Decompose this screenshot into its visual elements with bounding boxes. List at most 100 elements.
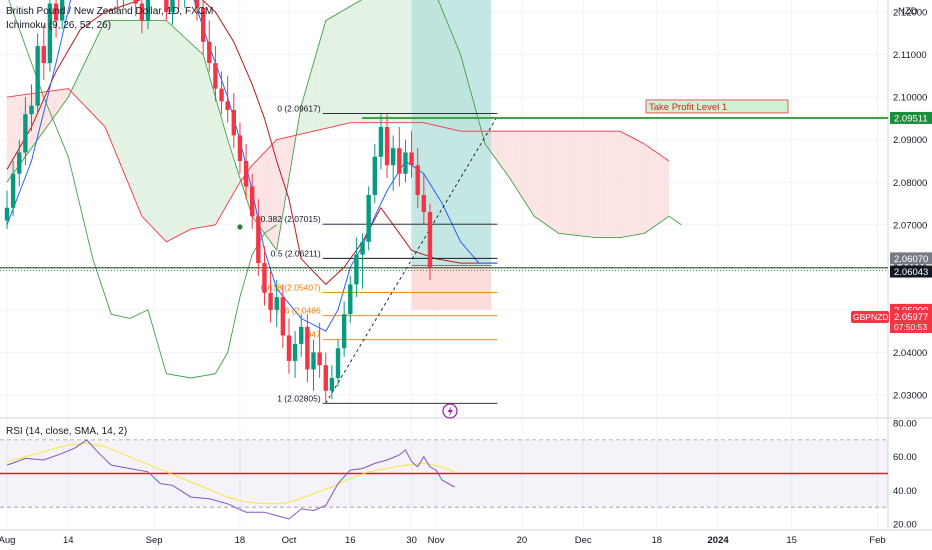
kumo-segment — [169, 23, 173, 241]
kumo-segment — [583, 131, 587, 237]
candle-body — [207, 41, 212, 64]
kumo-segment — [365, 0, 369, 123]
kumo-segment — [322, 20, 326, 130]
kumo-segment — [632, 137, 636, 236]
time-tick-label: 14 — [63, 535, 74, 546]
kumo-segment — [662, 156, 666, 221]
candle-body — [397, 148, 402, 174]
kumo-segment — [638, 140, 642, 235]
currency-label: NZD — [898, 6, 918, 17]
candle-body — [4, 207, 10, 221]
time-tick-label: 2024 — [708, 535, 730, 546]
kumo-segment — [586, 131, 590, 237]
take-profit-levels[interactable]: Take Profit Level 2Take Profit Level 1 — [0, 0, 888, 271]
kumo-segment — [209, 75, 213, 226]
kumo-segment — [515, 131, 519, 193]
kumo-segment — [650, 148, 654, 230]
fibonacci-retracement[interactable]: 0 (2.09617) 0.382 (2.07015) 0.5 (2.06211) 0… — [261, 103, 498, 404]
kumo-segment — [347, 6, 351, 124]
kumo-segment — [111, 20, 115, 150]
candle-body — [231, 109, 237, 136]
price-tick-label: 2.11000 — [893, 50, 927, 61]
rsi-tick-label: 60.00 — [893, 452, 917, 463]
fib-trend-line — [325, 116, 498, 404]
kumo-segment — [616, 131, 620, 238]
kumo-segment — [353, 2, 357, 123]
kumo-segment — [203, 54, 207, 227]
candle-body — [200, 7, 206, 42]
kumo-segment — [187, 40, 191, 231]
kumo-segment — [144, 20, 148, 223]
kumo-segment — [163, 20, 167, 242]
kumo-segment — [387, 0, 391, 123]
candle-body — [421, 195, 427, 213]
kumo-segment — [647, 146, 651, 232]
kumo-segment — [656, 152, 660, 225]
kumo-segment — [598, 131, 602, 238]
price-tag-bg — [890, 265, 932, 278]
kumo-segment — [270, 142, 274, 247]
kumo-segment — [316, 41, 320, 131]
stop-zone — [411, 265, 492, 310]
rsi-line — [6, 439, 455, 520]
time-tick-label: 18 — [235, 535, 246, 546]
last-price-tag: 2.05977 07:50:53 — [890, 310, 932, 333]
candle-body — [378, 126, 384, 157]
price-tag-bg — [890, 252, 932, 265]
candle-body — [409, 152, 414, 166]
kumo-segment — [402, 0, 406, 123]
candle-body — [305, 326, 310, 370]
kumo-segment — [350, 4, 354, 123]
candlesticks — [4, 0, 433, 404]
kumo-segment — [577, 131, 581, 236]
price-tag-label: 2.06070 — [894, 254, 928, 265]
kumo-segment — [613, 131, 617, 238]
kumo-segment — [558, 131, 562, 234]
candle-body — [35, 46, 40, 106]
kumo-segment — [7, 96, 11, 183]
kumo-segment — [77, 71, 81, 102]
candle-body — [286, 335, 292, 361]
candle-body — [292, 343, 298, 361]
lightning-icon[interactable] — [442, 403, 458, 419]
fib-level-label: 0.382 (2.07015) — [261, 214, 321, 224]
kumo-segment — [301, 95, 305, 135]
kumo-segment — [80, 65, 84, 105]
kumo-segment — [157, 20, 161, 236]
rsi-pane — [0, 439, 888, 520]
time-axis[interactable]: Aug 14 Sep 18 Oct 16 30 Nov 20 Dec 18 2024 15 Feb — [0, 535, 886, 546]
kumo-segment — [528, 131, 532, 212]
kumo-segment — [141, 20, 145, 220]
kumo-segment — [371, 0, 375, 123]
fib-level-label: 0 (2.09617) — [277, 103, 321, 113]
kumo-segment — [540, 131, 544, 223]
rsi-label[interactable]: RSI (14, close, SMA, 14, 2) — [6, 426, 127, 437]
kumo-segment — [190, 43, 194, 230]
kumo-segment — [10, 96, 14, 178]
kumo-segment — [62, 89, 66, 106]
kumo-segment — [114, 20, 118, 157]
time-tick-label: 15 — [786, 535, 797, 546]
candle-body — [280, 297, 286, 336]
kumo-segment — [184, 37, 188, 233]
rsi-tick-label: 80.00 — [893, 419, 917, 430]
kumo-segment — [623, 132, 627, 238]
kumo-segment — [117, 20, 121, 165]
kumo-segment — [264, 149, 268, 238]
kumo-segment — [665, 158, 670, 219]
indicator-label[interactable]: Ichimoku (9, 26, 52, 26) — [6, 20, 111, 31]
kumo-segment — [549, 131, 553, 230]
kumo-segment — [319, 31, 323, 130]
kumo-segment — [506, 131, 510, 178]
kumo-segment — [313, 52, 317, 132]
kumo-segment — [641, 142, 645, 234]
take-profit-box[interactable] — [645, 99, 789, 114]
kumo-segment — [135, 20, 139, 209]
kumo-segment — [267, 146, 271, 242]
kumo-segment — [595, 131, 599, 238]
candle-body — [164, 0, 169, 13]
kijun-line — [6, 0, 498, 286]
time-tick-label: Dec — [575, 535, 592, 546]
candle-body — [341, 314, 347, 349]
